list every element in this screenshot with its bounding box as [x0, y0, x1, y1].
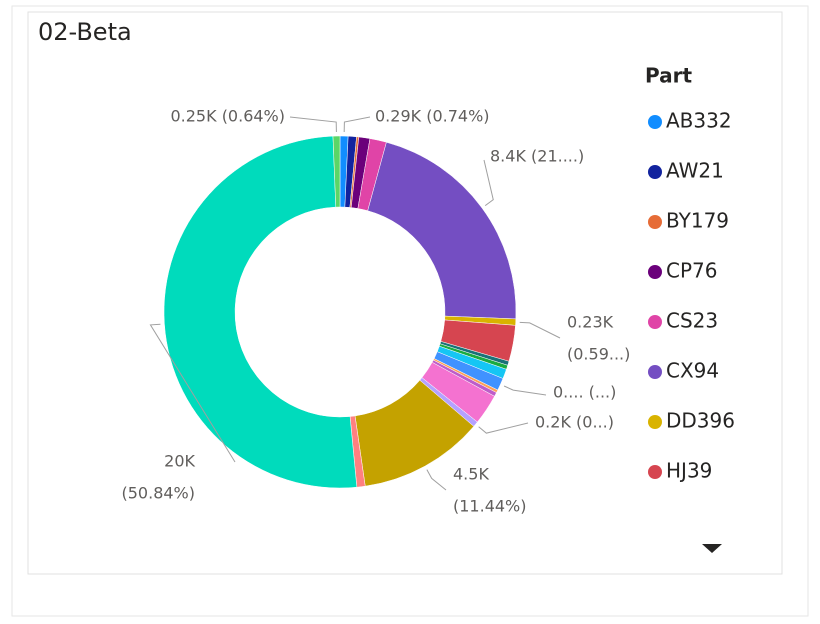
leader-line — [519, 321, 561, 339]
data-label: 20K — [164, 452, 195, 471]
leader-line — [426, 469, 447, 491]
legend-label: DD396 — [666, 409, 735, 433]
data-label: 0.2K (0...) — [535, 413, 614, 432]
leader-line — [343, 116, 371, 133]
data-label: (11.44%) — [453, 497, 527, 516]
data-label: (0.59...) — [567, 345, 630, 364]
leader-line — [503, 385, 547, 396]
legend-marker — [648, 465, 662, 479]
data-label: 0.29K (0.74%) — [375, 107, 490, 126]
legend-marker — [648, 315, 662, 329]
legend-label: BY179 — [666, 209, 729, 233]
legend-label: CS23 — [666, 309, 718, 333]
data-label: (50.84%) — [122, 484, 196, 503]
outer-frame — [11, 5, 809, 617]
legend-marker — [648, 215, 662, 229]
chart-title: 02-Beta — [38, 18, 132, 46]
leader-line — [483, 159, 494, 207]
data-label: 0.... (...) — [553, 383, 616, 402]
data-label: 0.25K (0.64%) — [170, 107, 285, 126]
leader-line — [149, 323, 236, 463]
legend-label: CP76 — [666, 259, 717, 283]
card — [27, 11, 783, 575]
donut-slice — [367, 141, 517, 320]
data-label: 4.5K — [453, 465, 489, 484]
data-label: 0.23K — [567, 313, 614, 332]
legend-marker — [648, 365, 662, 379]
data-label: 8.4K (21....) — [490, 147, 584, 166]
legend-marker — [648, 415, 662, 429]
donut-slice — [163, 135, 358, 489]
legend-marker — [648, 115, 662, 129]
donut-slice — [332, 135, 341, 208]
leader-line — [478, 422, 529, 434]
legend-label: HJ39 — [666, 459, 712, 483]
legend-label: AB332 — [666, 109, 732, 133]
legend-scroll-arrow[interactable] — [702, 544, 722, 553]
legend-label: AW21 — [666, 159, 724, 183]
legend-title: Part — [645, 64, 692, 88]
legend-marker — [648, 165, 662, 179]
legend-marker — [648, 265, 662, 279]
legend-label: CX94 — [666, 359, 719, 383]
leader-line — [289, 116, 337, 133]
